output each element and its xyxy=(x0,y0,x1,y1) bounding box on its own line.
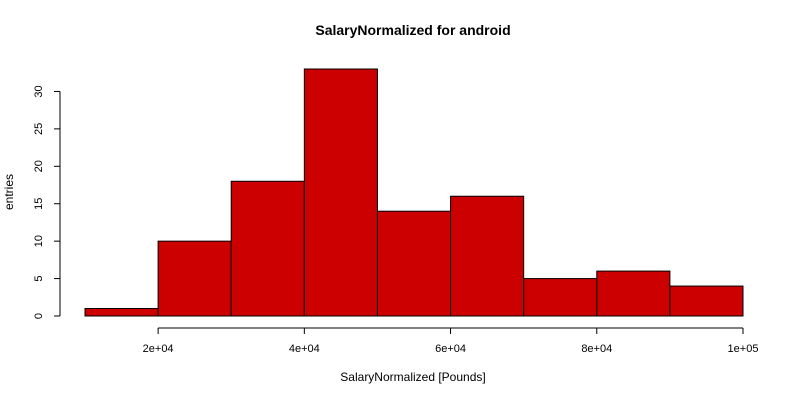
histogram-bar xyxy=(596,270,671,317)
chart-title: SalaryNormalized for android xyxy=(315,22,510,38)
histogram-bar xyxy=(669,285,744,317)
x-axis: 2e+04 4e+04 6e+04 8e+04 1e+05 xyxy=(143,327,759,355)
histogram-bar xyxy=(84,308,159,317)
histogram-bar xyxy=(303,68,378,317)
y-axis: 0 5 10 15 20 25 30 xyxy=(33,85,61,319)
y-tick-label: 5 xyxy=(33,276,45,282)
histogram-bar xyxy=(157,240,232,317)
y-tick-label: 30 xyxy=(33,85,45,97)
histogram-bar xyxy=(376,210,452,317)
x-tick-label: 8e+04 xyxy=(581,343,612,355)
x-tick-label: 2e+04 xyxy=(143,343,174,355)
histogram-bar xyxy=(523,278,598,317)
y-tick-label: 20 xyxy=(33,160,45,172)
x-tick-label: 1e+05 xyxy=(728,343,759,355)
histogram-bar xyxy=(450,195,525,317)
y-axis-label: entries xyxy=(2,174,16,210)
y-tick-label: 10 xyxy=(33,235,45,247)
y-tick-label: 25 xyxy=(33,123,45,135)
y-tick-label: 15 xyxy=(33,198,45,210)
histogram-bar xyxy=(230,180,305,317)
x-tick-label: 6e+04 xyxy=(435,343,466,355)
x-axis-label: SalaryNormalized [Pounds] xyxy=(340,370,485,384)
y-tick-label: 0 xyxy=(33,313,45,319)
bars-group xyxy=(84,68,744,317)
x-tick-label: 4e+04 xyxy=(289,343,320,355)
